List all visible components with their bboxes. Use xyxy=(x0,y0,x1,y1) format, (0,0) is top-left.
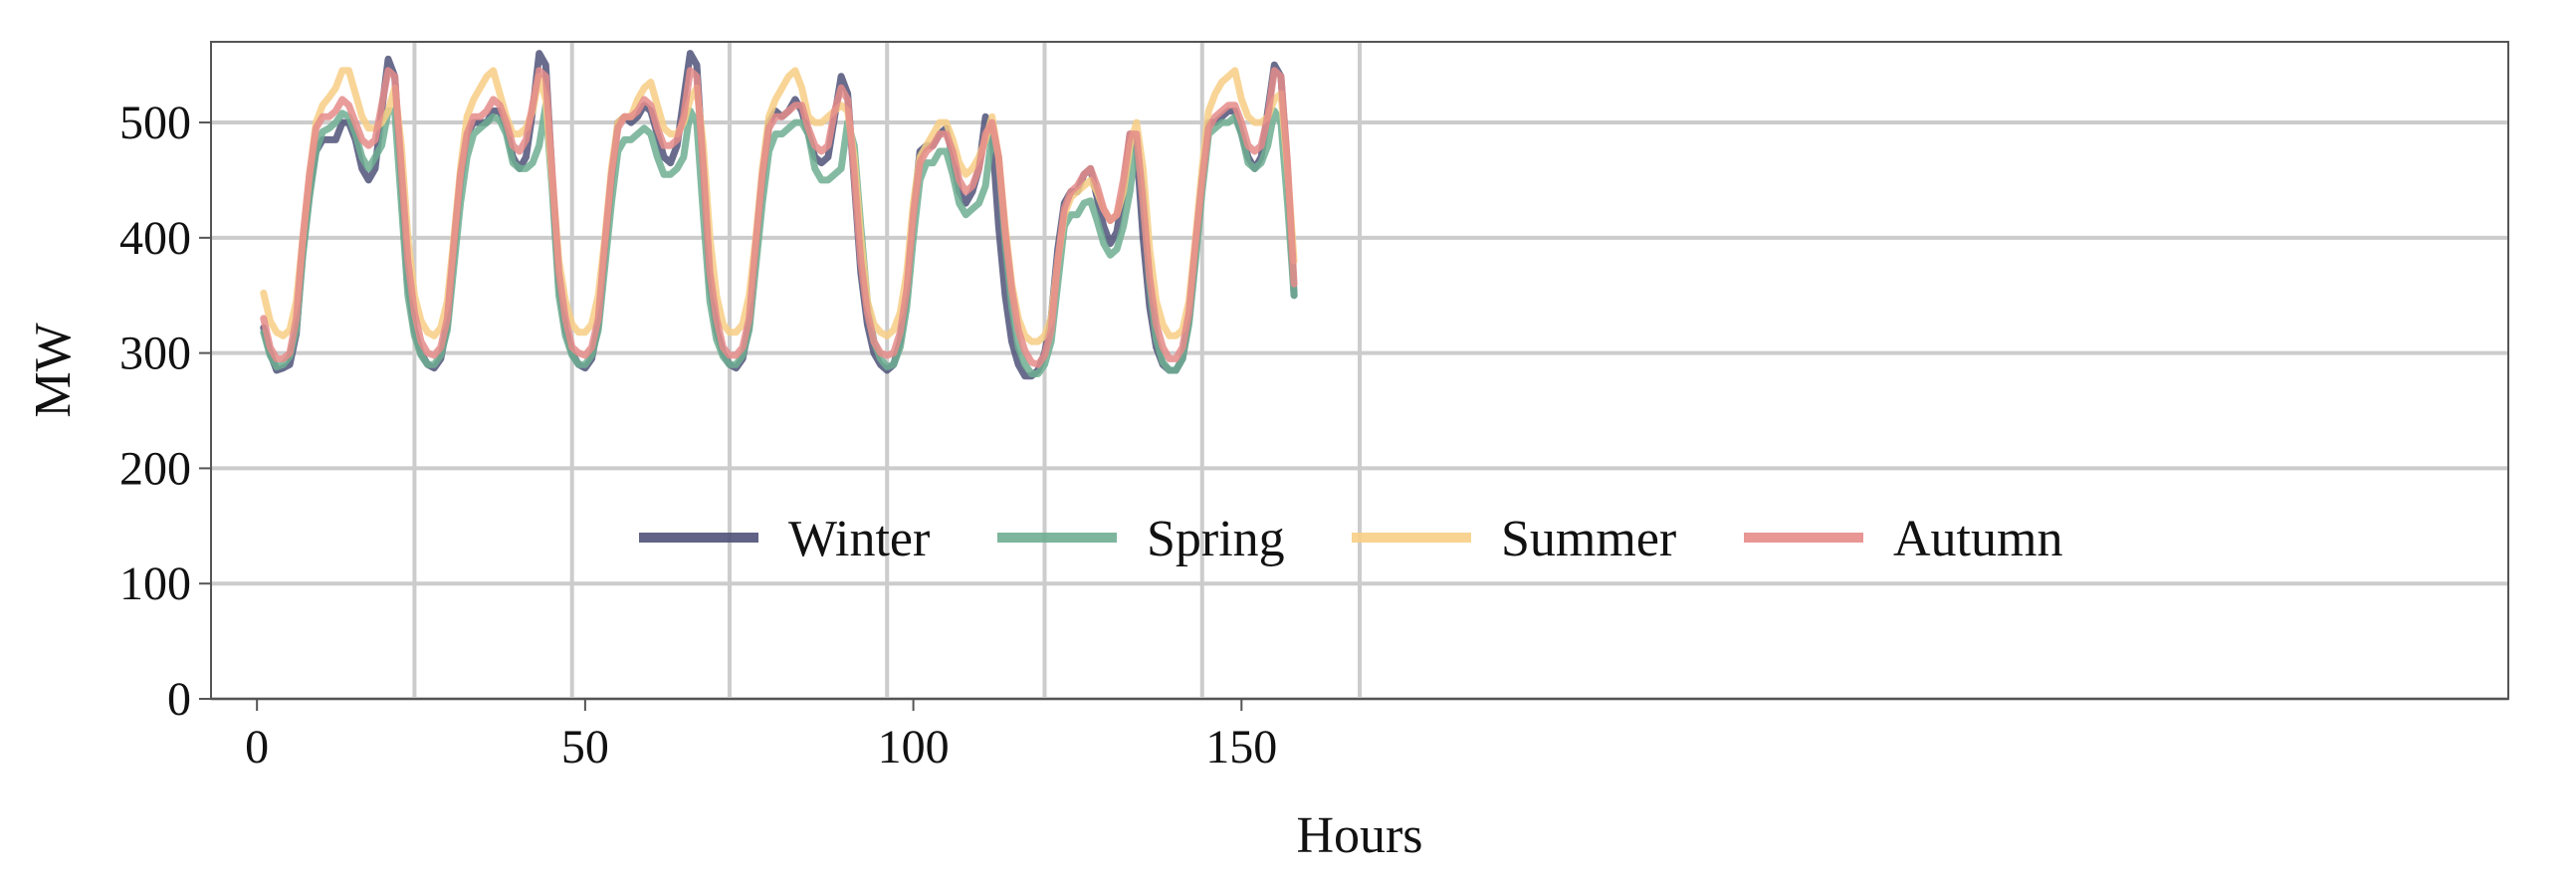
tick-layer: 0 100 200 300 400 500 0 50 100 150 xyxy=(119,97,1277,774)
y-axis-title: MW xyxy=(25,323,82,417)
plot-frame xyxy=(210,41,2509,700)
x-tick-label: 0 xyxy=(245,721,269,774)
x-tick-label: 150 xyxy=(1205,721,1277,774)
legend-item-summer: Summer xyxy=(1352,511,1676,567)
y-tick-label: 400 xyxy=(119,212,191,265)
y-tick-label: 500 xyxy=(119,97,191,149)
legend: Winter Spring Summer Autumn xyxy=(639,511,2062,567)
legend-item-autumn: Autumn xyxy=(1744,511,2062,567)
axis-title-layer: Hours MW xyxy=(25,323,1423,864)
y-tick-label: 0 xyxy=(167,673,191,726)
legend-label: Winter xyxy=(788,511,930,567)
series-line-autumn xyxy=(260,67,1298,368)
legend-item-spring: Spring xyxy=(997,511,1285,567)
grid-layer xyxy=(211,42,2508,701)
series-layer xyxy=(260,50,1298,380)
legend-item-winter: Winter xyxy=(639,511,930,567)
legend-label: Autumn xyxy=(1893,511,2062,567)
x-tick-label: 100 xyxy=(878,721,950,774)
y-tick-label: 100 xyxy=(119,557,191,610)
legend-label: Spring xyxy=(1147,511,1285,567)
x-tick-label: 50 xyxy=(561,721,609,774)
y-tick-label: 200 xyxy=(119,442,191,495)
y-tick-label: 300 xyxy=(119,328,191,380)
legend-label: Summer xyxy=(1501,511,1676,567)
series-line-spring xyxy=(260,102,1298,377)
x-axis-title: Hours xyxy=(1296,807,1422,864)
